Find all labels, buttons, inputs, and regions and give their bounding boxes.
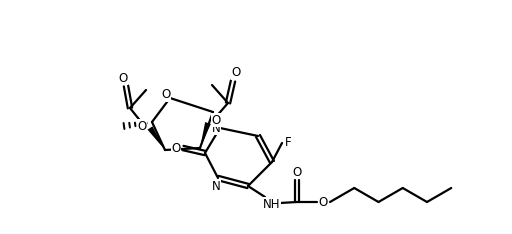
Text: O: O [172, 142, 181, 154]
Text: NH: NH [263, 197, 281, 211]
Polygon shape [200, 122, 211, 148]
Text: O: O [231, 66, 241, 80]
Text: O: O [137, 120, 146, 132]
Text: O: O [318, 195, 328, 208]
Text: O: O [118, 72, 127, 84]
Text: N: N [211, 179, 220, 193]
Text: N: N [211, 121, 220, 135]
Polygon shape [147, 126, 165, 150]
Text: O: O [161, 88, 170, 102]
Text: O: O [211, 113, 221, 127]
Text: O: O [292, 165, 302, 179]
Text: F: F [285, 135, 291, 149]
